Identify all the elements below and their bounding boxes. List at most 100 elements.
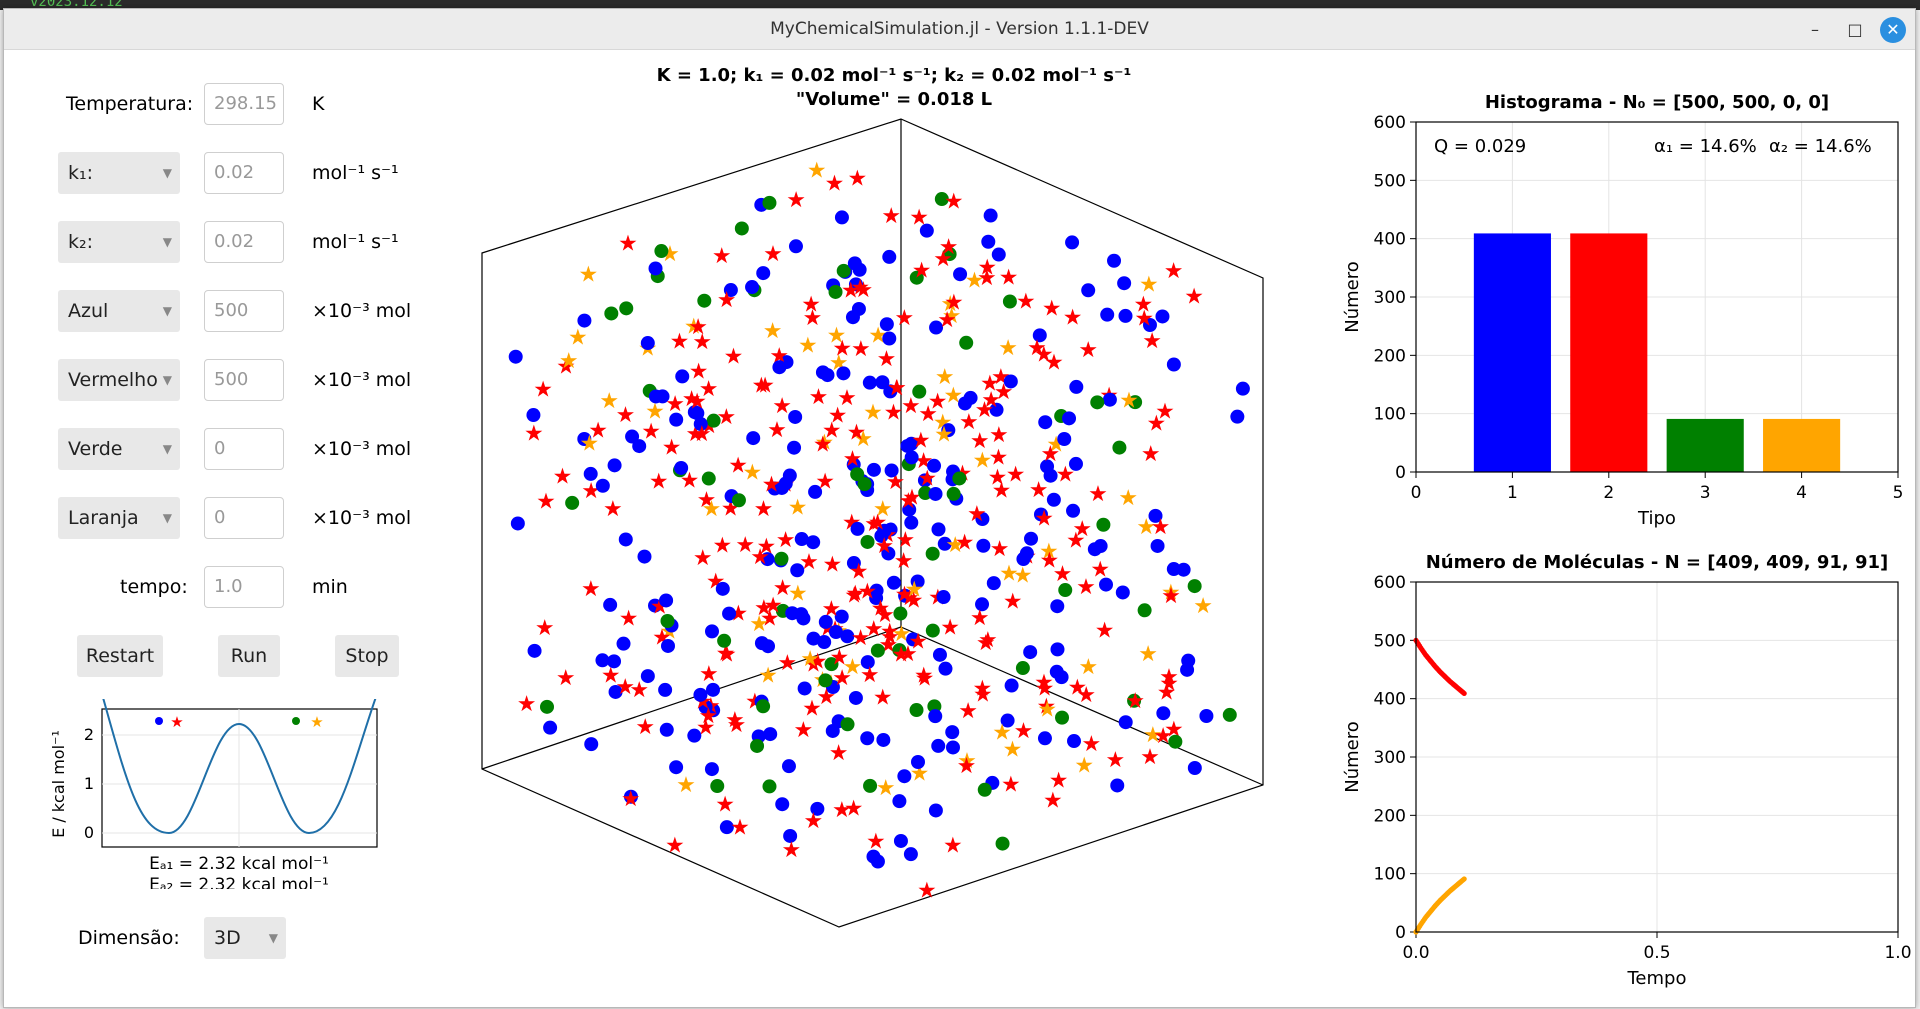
red-molecule: ★ xyxy=(933,247,953,272)
blue-molecule xyxy=(828,625,843,640)
azul-field[interactable]: 500 xyxy=(204,290,284,332)
green-molecule xyxy=(1128,395,1143,410)
restart-button[interactable]: Restart xyxy=(77,635,163,677)
red-molecule: ★ xyxy=(717,288,737,313)
k2-select[interactable]: k₂: ▼ xyxy=(58,221,180,263)
verde-field[interactable]: 0 xyxy=(204,428,284,470)
histogram-ytick-label: 200 xyxy=(1374,346,1406,366)
blue-molecule xyxy=(607,654,622,669)
blue-molecule xyxy=(906,632,921,647)
close-button[interactable]: ✕ xyxy=(1880,17,1906,43)
k2-field[interactable]: 0.02 xyxy=(204,221,284,263)
orange-molecule: ★ xyxy=(934,423,954,448)
red-molecule: ★ xyxy=(763,594,783,619)
molecules-ytick-label: 600 xyxy=(1374,573,1406,593)
blue-molecule xyxy=(917,473,932,488)
red-molecule: ★ xyxy=(716,405,736,430)
histogram-ytick-label: 100 xyxy=(1374,405,1406,425)
green-molecule xyxy=(717,633,732,648)
molecules-ytick-label: 300 xyxy=(1374,748,1406,768)
blue-molecule xyxy=(648,598,663,613)
blue-molecule xyxy=(603,597,618,612)
blue-molecule xyxy=(1115,585,1130,600)
vermelho-unit: ×10⁻³ mol xyxy=(312,369,412,391)
red-molecule: ★ xyxy=(887,376,907,401)
orange-molecule: ★ xyxy=(863,401,883,426)
scatter3d-title-line1: K = 1.0; k₁ = 0.02 mol⁻¹ s⁻¹; k₂ = 0.02 … xyxy=(657,65,1132,86)
red-molecule: ★ xyxy=(928,389,948,414)
chevron-down-icon: ▼ xyxy=(162,304,172,318)
blue-molecule xyxy=(675,369,690,384)
histogram-ytick-label: 300 xyxy=(1374,288,1406,308)
blue-molecule xyxy=(919,223,934,238)
blue-molecule xyxy=(616,636,631,651)
green-molecule xyxy=(824,657,839,672)
red-molecule: ★ xyxy=(911,428,931,453)
green-molecule xyxy=(840,717,855,732)
minimize-button[interactable]: – xyxy=(1811,20,1819,39)
blue-molecule xyxy=(983,208,998,223)
red-molecule: ★ xyxy=(619,607,639,632)
orange-molecule: ★ xyxy=(1118,486,1138,511)
laranja-field[interactable]: 0 xyxy=(204,497,284,539)
laranja-unit: ×10⁻³ mol xyxy=(312,507,412,529)
blue-molecule xyxy=(1110,778,1125,793)
k1-field[interactable]: 0.02 xyxy=(204,152,284,194)
red-molecule: ★ xyxy=(682,387,702,412)
red-molecule: ★ xyxy=(699,662,719,687)
blue-molecule xyxy=(787,440,802,455)
red-molecule: ★ xyxy=(712,244,732,269)
red-molecule: ★ xyxy=(992,479,1012,504)
orange-molecule: ★ xyxy=(568,325,588,350)
vermelho-select[interactable]: Vermelho ▼ xyxy=(58,359,180,401)
red-molecule: ★ xyxy=(829,646,849,671)
orange-molecule: ★ xyxy=(904,577,924,602)
red-molecule: ★ xyxy=(989,423,1009,448)
vermelho-field[interactable]: 500 xyxy=(204,359,284,401)
red-molecule: ★ xyxy=(815,470,835,495)
run-button[interactable]: Run xyxy=(218,635,280,677)
k1-select[interactable]: k₁: ▼ xyxy=(58,152,180,194)
temperatura-field[interactable]: 298.15 xyxy=(204,83,284,125)
red-molecule: ★ xyxy=(1066,528,1086,553)
blue-molecule xyxy=(1148,508,1163,523)
blue-molecule xyxy=(883,384,898,399)
red-molecule: ★ xyxy=(1140,745,1160,770)
blue-molecule xyxy=(1156,706,1171,721)
blue-molecule xyxy=(874,528,889,543)
red-molecule: ★ xyxy=(989,445,1009,470)
blue-molecule xyxy=(941,423,956,438)
orange-molecule: ★ xyxy=(972,448,992,473)
red-molecule: ★ xyxy=(1041,442,1061,467)
tempo-unit: min xyxy=(312,576,348,598)
desktop-panel: v2023.12.12 xyxy=(0,0,1920,10)
verde-select[interactable]: Verde ▼ xyxy=(58,428,180,470)
energy-profile-plot: E / kcal mol⁻¹ 2 1 0 ★ ★ Eₐ₁ = 2.32 kcal… xyxy=(49,699,378,889)
blue-molecule xyxy=(640,336,655,351)
blue-molecule xyxy=(834,210,849,225)
red-molecule: ★ xyxy=(692,422,712,447)
azul-select[interactable]: Azul ▼ xyxy=(58,290,180,332)
blue-molecule xyxy=(719,820,734,835)
maximize-button[interactable]: □ xyxy=(1847,20,1863,39)
green-molecule xyxy=(857,477,872,492)
red-molecule: ★ xyxy=(524,422,544,447)
blue-molecule xyxy=(975,597,990,612)
blue-molecule xyxy=(931,738,946,753)
blue-molecule xyxy=(1081,283,1096,298)
red-molecule: ★ xyxy=(1014,719,1034,744)
stop-button[interactable]: Stop xyxy=(335,635,399,677)
scatter3d-title-line2: "Volume" = 0.018 L xyxy=(796,89,992,110)
red-molecule: ★ xyxy=(776,528,796,553)
green-molecule xyxy=(654,244,669,259)
blue-molecule xyxy=(778,476,793,491)
histogram-xtick-label: 2 xyxy=(1603,483,1614,503)
chevron-down-icon: ▼ xyxy=(162,373,172,387)
red-molecule: ★ xyxy=(880,625,900,650)
dimensao-select[interactable]: 3D ▼ xyxy=(204,917,286,959)
blue-circle-legend-icon xyxy=(155,717,163,725)
blue-molecule xyxy=(715,581,730,596)
red-molecule: ★ xyxy=(943,833,963,858)
laranja-select[interactable]: Laranja ▼ xyxy=(58,497,180,539)
tempo-field[interactable]: 1.0 xyxy=(204,566,284,608)
